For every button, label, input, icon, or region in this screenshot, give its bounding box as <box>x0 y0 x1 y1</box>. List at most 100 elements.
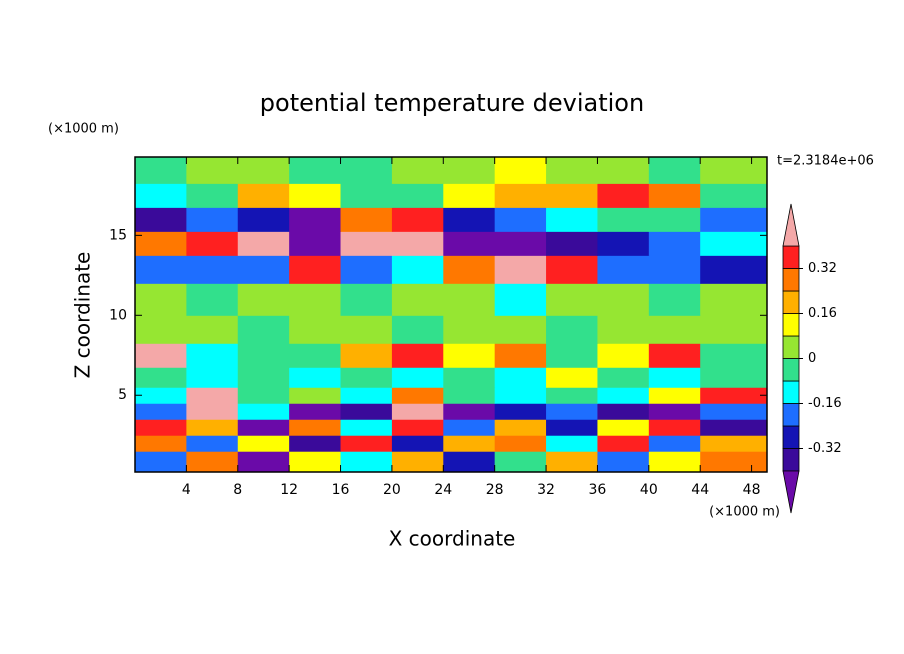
contour-cell <box>135 183 187 208</box>
contour-cell <box>700 367 768 388</box>
contour-cell <box>546 315 598 344</box>
contour-cell <box>289 183 342 208</box>
contour-cell <box>135 157 187 184</box>
contour-cell <box>237 207 290 232</box>
contour-cell <box>494 451 547 473</box>
colorbar-box <box>782 358 800 382</box>
x-tick-label: 44 <box>691 482 709 498</box>
contour-cell <box>340 315 393 344</box>
contour-cell <box>648 315 701 344</box>
contour-cell <box>700 157 768 184</box>
contour-cell <box>340 435 393 452</box>
colorbar-tick-label: -0.16 <box>808 396 842 411</box>
contour-cell <box>546 451 598 473</box>
contour-cell <box>237 183 290 208</box>
contour-cell <box>597 231 650 256</box>
contour-cell <box>135 419 187 436</box>
contour-cell <box>340 387 393 404</box>
contour-cell <box>494 387 547 404</box>
colorbar-box <box>782 245 800 269</box>
contour-cell <box>494 255 547 284</box>
contour-cell <box>391 419 444 436</box>
x-tick-label: 40 <box>640 482 658 498</box>
contour-cell <box>135 403 187 420</box>
contour-cell <box>391 183 444 208</box>
contour-cell <box>546 207 598 232</box>
contour-cell <box>700 343 768 368</box>
contour-cell <box>135 435 187 452</box>
contour-cell <box>237 451 290 473</box>
contour-cell <box>700 231 768 256</box>
contour-cell <box>135 343 187 368</box>
contour-cell <box>186 387 239 404</box>
contour-cell <box>700 451 768 473</box>
contour-cell <box>494 367 547 388</box>
contour-cell <box>597 403 650 420</box>
contour-cell <box>648 255 701 284</box>
contour-cell <box>391 387 444 404</box>
x-tick-label: 24 <box>434 482 452 498</box>
contour-cell <box>237 255 290 284</box>
contour-cell <box>340 255 393 284</box>
contour-cell <box>289 315 342 344</box>
x-tick-label: 36 <box>589 482 607 498</box>
contour-cell <box>700 435 768 452</box>
x-tick-label: 48 <box>743 482 761 498</box>
contour-cell <box>443 315 496 344</box>
contour-cell <box>289 343 342 368</box>
contour-cell <box>289 231 342 256</box>
contour-cell <box>546 283 598 316</box>
x-tick-label: 4 <box>182 482 191 498</box>
contour-cell <box>648 403 701 420</box>
contour-cell <box>186 255 239 284</box>
contour-cell <box>700 315 768 344</box>
contour-cell <box>648 157 701 184</box>
contour-cell <box>443 157 496 184</box>
contour-cell <box>289 255 342 284</box>
x-unit: (×1000 m) <box>709 505 780 520</box>
contour-cell <box>391 367 444 388</box>
contour-cell <box>340 231 393 256</box>
colorbar-box <box>782 448 800 472</box>
colorbar-box <box>782 268 800 292</box>
contour-cell <box>494 207 547 232</box>
contour-cell <box>648 283 701 316</box>
contour-cell <box>186 451 239 473</box>
contour-cell <box>648 387 701 404</box>
contour-cell <box>186 367 239 388</box>
contour-cell <box>289 403 342 420</box>
contour-cell <box>391 283 444 316</box>
contour-cell <box>597 283 650 316</box>
contour-cell <box>597 419 650 436</box>
time-annotation: t=2.3184e+06 <box>777 154 874 169</box>
contour-cell <box>186 403 239 420</box>
colorbar-box <box>782 313 800 337</box>
contour-cell <box>186 207 239 232</box>
contour-cell <box>237 387 290 404</box>
contour-cell <box>237 157 290 184</box>
x-tick-label: 32 <box>537 482 555 498</box>
contour-cell <box>289 157 342 184</box>
contour-cell <box>340 451 393 473</box>
colorbar-over <box>782 203 800 247</box>
contour-cell <box>494 231 547 256</box>
contour-cell <box>135 387 187 404</box>
y-unit: (×1000 m) <box>48 122 119 137</box>
contour-cell <box>186 343 239 368</box>
contour-cell <box>340 183 393 208</box>
contour-cell <box>494 183 547 208</box>
contour-cell <box>700 183 768 208</box>
contour-cell <box>494 315 547 344</box>
contour-cell <box>289 419 342 436</box>
contour-cell <box>186 183 239 208</box>
chart-title: potential temperature deviation <box>260 89 644 117</box>
contour-cell <box>597 207 650 232</box>
y-tick-label: 15 <box>109 227 127 243</box>
y-tick-label: 5 <box>118 387 127 403</box>
contour-cell <box>237 283 290 316</box>
contour-cell <box>289 387 342 404</box>
contour-cell <box>135 367 187 388</box>
contour-cell <box>546 435 598 452</box>
colorbar-box <box>782 425 800 449</box>
contour-cell <box>700 387 768 404</box>
